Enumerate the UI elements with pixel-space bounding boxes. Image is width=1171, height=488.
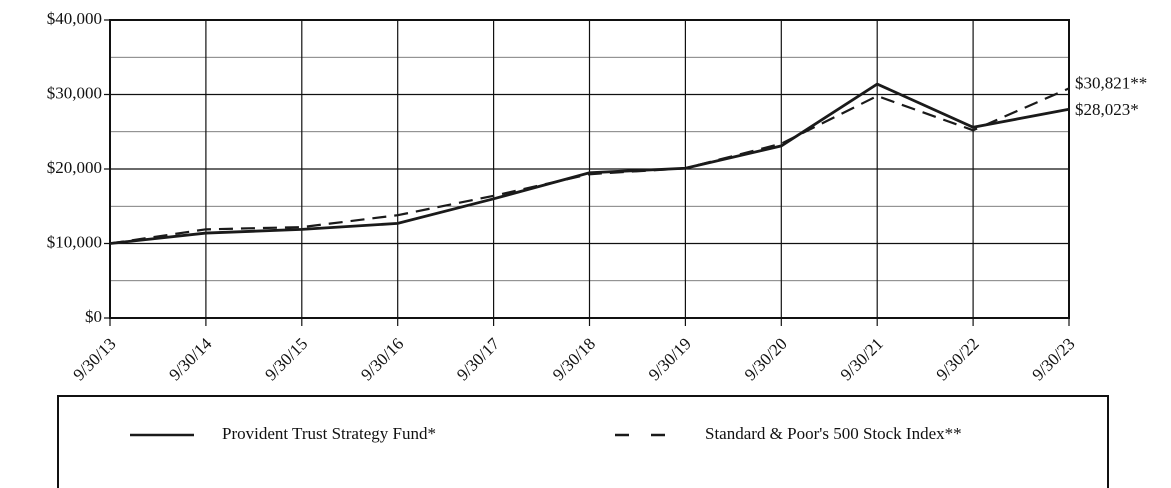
x-tick-label: 9/30/17: [453, 334, 504, 385]
legend-label: Standard & Poor's 500 Stock Index**: [705, 424, 962, 443]
legend-label: Provident Trust Strategy Fund*: [222, 424, 436, 443]
series-line: [109, 87, 1070, 245]
x-tick-label: 9/30/16: [357, 334, 407, 384]
end-label: $28,023*: [1075, 100, 1139, 119]
x-tick-label: 9/30/18: [549, 334, 599, 384]
y-tick-label: $30,000: [47, 83, 102, 102]
legend-box: [57, 395, 1109, 488]
x-tick-label: 9/30/22: [933, 334, 983, 384]
y-tick-label: $10,000: [47, 232, 102, 251]
series-line: [109, 82, 1070, 245]
end-label: $30,821**: [1075, 73, 1147, 92]
x-tick-label: 9/30/23: [1028, 334, 1078, 384]
x-tick-label: 9/30/14: [165, 334, 216, 385]
y-tick-label: $0: [85, 307, 102, 326]
y-tick-label: $20,000: [47, 158, 102, 177]
plot-border: [109, 19, 1070, 319]
x-tick-label: 9/30/21: [837, 334, 887, 384]
x-tick-label: 9/30/20: [741, 334, 791, 384]
x-tick-label: 9/30/15: [261, 334, 311, 384]
x-tick-label: 9/30/19: [645, 334, 695, 384]
x-tick-label: 9/30/13: [69, 334, 119, 384]
y-tick-label: $40,000: [47, 9, 102, 28]
